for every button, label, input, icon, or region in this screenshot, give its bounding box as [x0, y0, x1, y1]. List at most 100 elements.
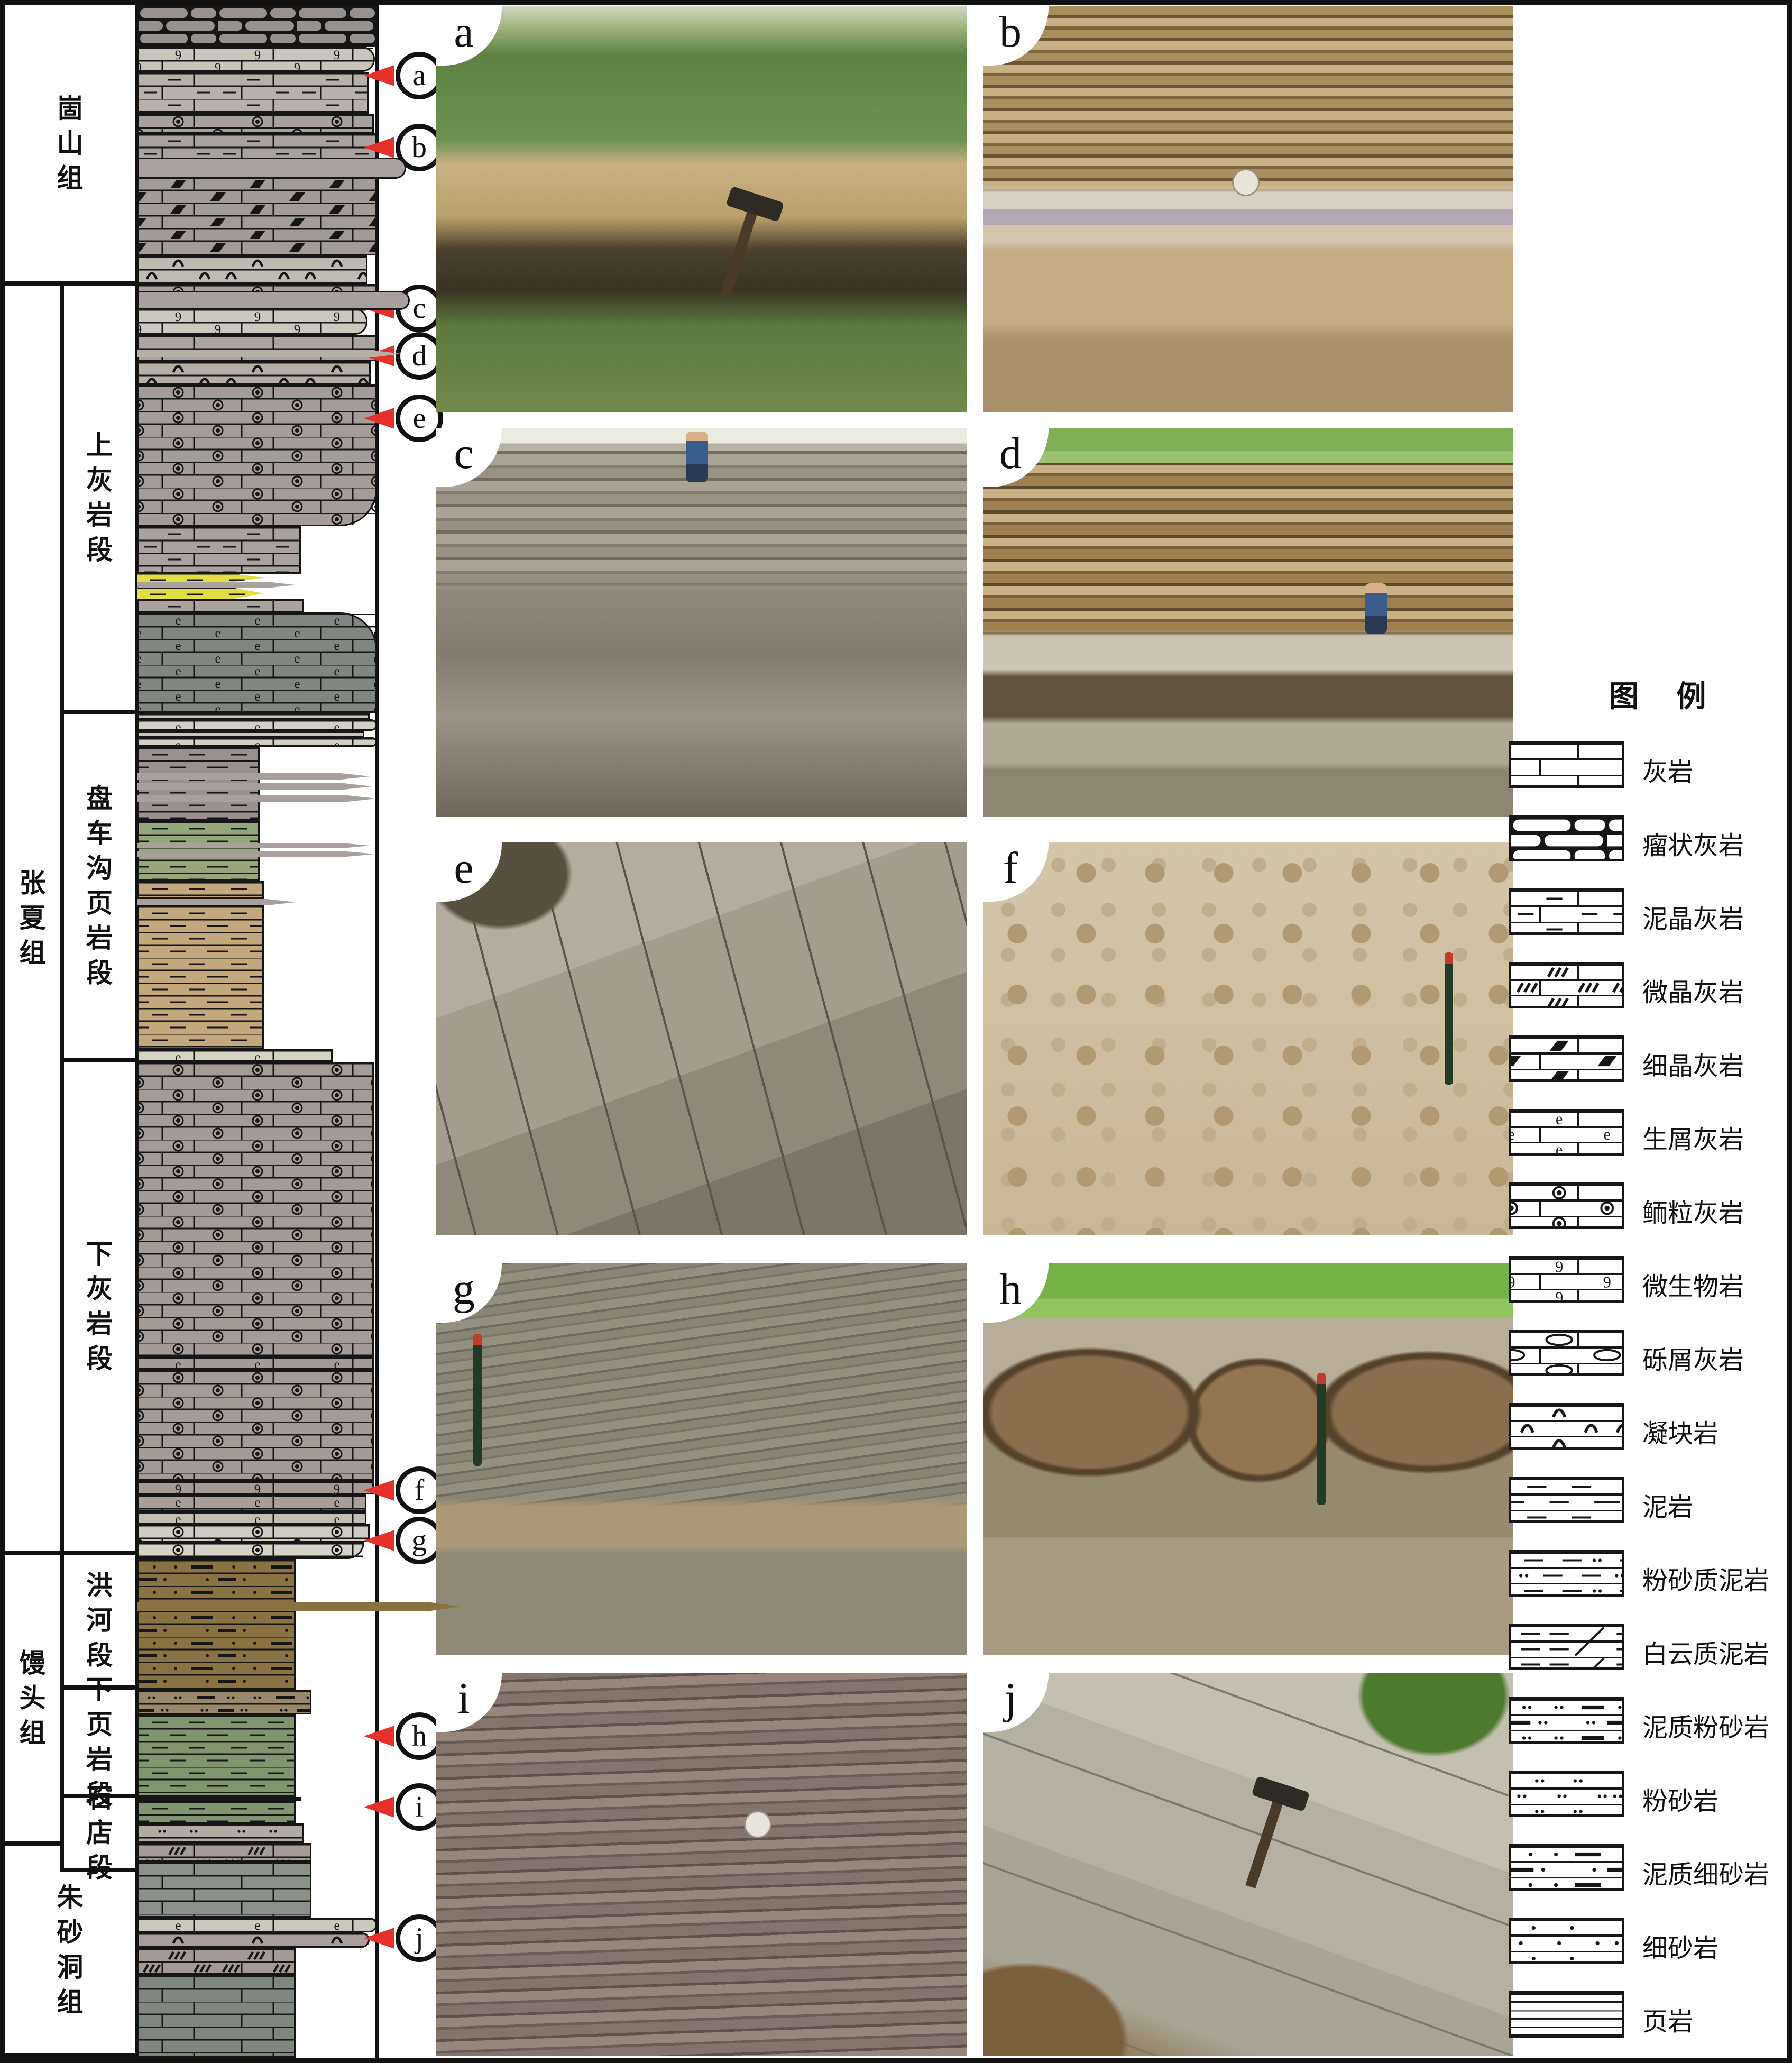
- protruding-bed-7: [137, 851, 375, 857]
- formation-box-张夏组: 张夏组: [5, 286, 60, 1555]
- stratum-e-29: eee: [137, 1356, 374, 1370]
- member-label-char: 上: [86, 430, 113, 461]
- photo-label-h: h: [983, 1263, 1049, 1323]
- stratum-caret-10: [137, 361, 371, 384]
- member-label-char: 灰: [86, 465, 113, 496]
- stratum-caret-6: [137, 255, 367, 284]
- legend-swatch-泥质细砂岩: [1509, 1844, 1624, 1891]
- member-box-盘车沟页岩段: 盘车沟页岩段: [64, 714, 135, 1062]
- member-label-char: 下: [86, 1674, 113, 1705]
- formation-label-char: 夏: [19, 903, 46, 933]
- stratum-lines-20: [137, 731, 364, 737]
- stratum-hatch-46: [137, 1948, 296, 1975]
- legend-label-泥晶灰岩: 泥晶灰岩: [1642, 904, 1744, 934]
- stratum-plain-14: [137, 582, 296, 588]
- marker-arrow-h: [364, 1726, 394, 1747]
- stratum-plain-25: [137, 899, 296, 905]
- person-in-photo-d: [1365, 583, 1387, 635]
- protruding-bed-8: [137, 1602, 460, 1611]
- formation-label-char: 组: [57, 163, 84, 194]
- member-box-石店段: 石店段: [64, 1783, 135, 1883]
- photo-label-j: j: [983, 1673, 1049, 1732]
- legend-label-瘤状灰岩: 瘤状灰岩: [1642, 831, 1744, 860]
- stratum-brick-47: [137, 1975, 296, 2058]
- legend-swatch-细砂岩: [1509, 1918, 1624, 1964]
- legend-label-泥质细砂岩: 泥质细砂岩: [1642, 1860, 1770, 1890]
- legend-swatch-白云质泥岩: [1509, 1624, 1624, 1670]
- marker-arrow-g: [364, 1530, 394, 1551]
- photo-label-g: g: [436, 1263, 502, 1323]
- legend-swatch-泥质粉砂岩: [1509, 1697, 1624, 1744]
- person-in-photo-c: [685, 432, 708, 483]
- stratum-silt-41: [137, 1823, 304, 1843]
- legend-label-白云质泥岩: 白云质泥岩: [1642, 1639, 1770, 1669]
- formation-box-崮山组: 崮山组: [5, 5, 135, 286]
- pencil-in-photo-h: [1317, 1373, 1326, 1506]
- formation-label-char: 组: [57, 1986, 84, 2018]
- member-label-char: 岩: [86, 923, 113, 953]
- formation-label-char: 洞: [57, 1951, 84, 1983]
- stratum-ooid-30: [137, 1370, 374, 1481]
- stratum-brick-43: [137, 1862, 311, 1918]
- stratum-nine-1: 999: [137, 47, 375, 72]
- photo-c: c: [436, 428, 967, 817]
- formation-label-char: 组: [19, 938, 46, 968]
- stratum-nine-31: 999: [137, 1481, 374, 1494]
- stratum-e-32: eee: [137, 1494, 366, 1511]
- legend-label-粉砂岩: 粉砂岩: [1642, 1786, 1719, 1816]
- photo-a: a: [436, 6, 967, 412]
- photo-label-i: i: [436, 1673, 502, 1732]
- photo-label-c: c: [436, 428, 502, 487]
- formation-label-char: 砂: [57, 1917, 84, 1948]
- legend-label-页岩: 页岩: [1642, 2007, 1694, 2037]
- legend-swatch-粉砂质泥岩: [1509, 1550, 1624, 1597]
- legend-swatch-鲕粒灰岩: [1509, 1182, 1624, 1229]
- legend-swatch-凝块岩: [1509, 1403, 1624, 1450]
- legend-label-粉砂质泥岩: 粉砂质泥岩: [1642, 1566, 1770, 1596]
- member-label-char: 段: [86, 1639, 113, 1671]
- member-label-char: 段: [86, 535, 113, 565]
- protruding-bed-5: [137, 795, 376, 802]
- formation-label-char: 山: [57, 128, 84, 159]
- stratum-mud-40: [137, 1801, 296, 1823]
- legend-swatch-灰岩: [1509, 741, 1624, 788]
- member-box-下页岩段: 下页岩段: [64, 1674, 135, 1810]
- formation-box-朱砂洞组: 朱砂洞组: [5, 1846, 135, 2058]
- protruding-bed-6: [137, 843, 370, 848]
- frame-bottom: [0, 2058, 1792, 2063]
- marker-arrow-e: [364, 408, 394, 429]
- stratum-mudsilt-37: [137, 1690, 311, 1714]
- photo-label-f: f: [983, 842, 1049, 902]
- stratum-caret-45: [137, 1932, 370, 1948]
- stratum-mud-13: [137, 574, 264, 582]
- legend-label-细砂岩: 细砂岩: [1642, 1933, 1719, 1963]
- legend-swatch-微生物岩: 999: [1509, 1256, 1624, 1303]
- stratum-mud-26: [137, 905, 264, 1049]
- member-label-char: 盘: [86, 783, 113, 814]
- protruding-bed-3: [137, 773, 370, 780]
- photo-label-a: a: [436, 6, 502, 66]
- pencil-in-photo-g: [473, 1334, 482, 1466]
- stratum-micrite-16: [137, 599, 304, 612]
- member-label-char: 下: [86, 1239, 113, 1269]
- formation-label-char: 崮: [57, 93, 84, 124]
- stratum-finex-5: [137, 176, 377, 255]
- marker-arrow-a: [364, 65, 394, 86]
- stratum-ooid-28: [137, 1062, 374, 1356]
- marker-arrow-b: [364, 137, 394, 158]
- photo-h: h: [983, 1263, 1513, 1655]
- legend-swatch-页岩: [1509, 1991, 1624, 2038]
- formation-label-char: 头: [19, 1683, 46, 1713]
- legend-swatch-砾屑灰岩: [1509, 1330, 1624, 1376]
- stratum-ooid-35: [137, 1542, 364, 1559]
- stratum-lines-18: [137, 713, 370, 719]
- stratum-mud-24: [137, 881, 264, 899]
- legend-label-微晶灰岩: 微晶灰岩: [1642, 978, 1744, 1007]
- photo-label-d: d: [983, 428, 1049, 487]
- photo-label-b: b: [983, 6, 1049, 66]
- stratum-ooid-11: [137, 384, 377, 526]
- photo-b: b: [983, 6, 1513, 412]
- legend-label-泥岩: 泥岩: [1642, 1492, 1694, 1522]
- member-label-char: 岩: [86, 1308, 113, 1339]
- member-label-char: 店: [86, 1818, 113, 1848]
